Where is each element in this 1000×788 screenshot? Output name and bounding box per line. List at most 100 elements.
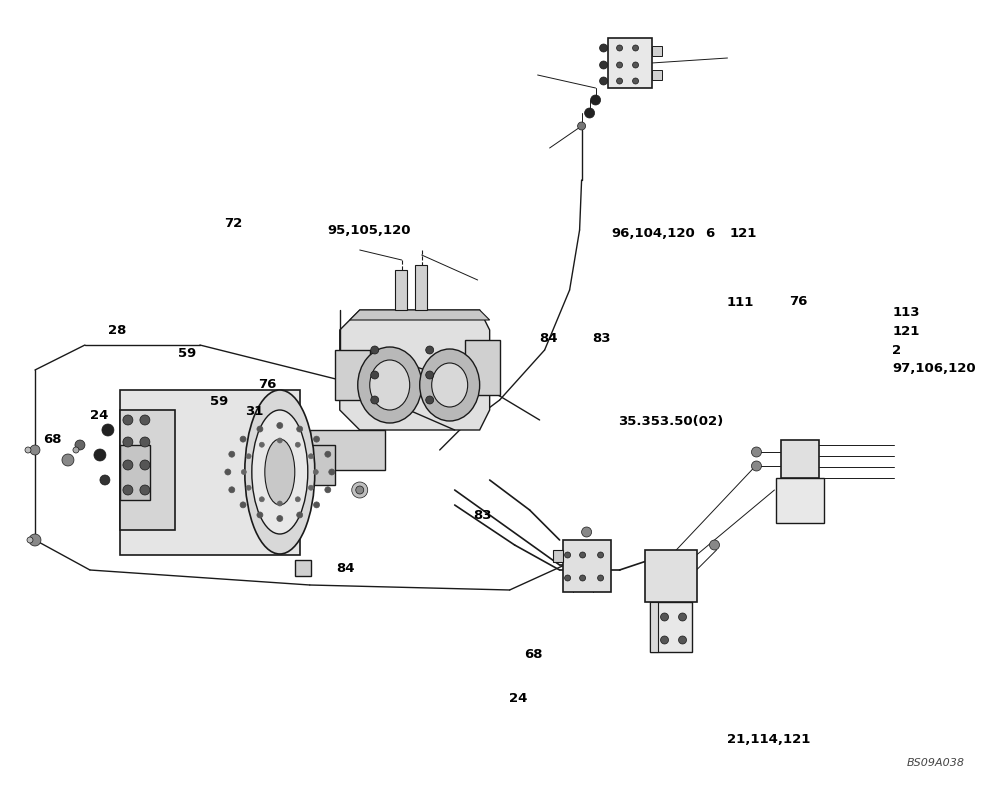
Bar xyxy=(652,70,662,80)
Circle shape xyxy=(325,452,331,457)
Circle shape xyxy=(314,502,320,508)
Circle shape xyxy=(578,122,586,130)
Text: 96,104,120: 96,104,120 xyxy=(612,227,695,240)
Circle shape xyxy=(633,62,639,68)
Circle shape xyxy=(710,540,719,550)
Circle shape xyxy=(580,575,586,581)
Circle shape xyxy=(565,552,571,558)
Circle shape xyxy=(633,78,639,84)
Circle shape xyxy=(225,469,231,475)
Circle shape xyxy=(600,61,608,69)
Bar xyxy=(465,340,500,395)
Circle shape xyxy=(297,512,303,518)
Circle shape xyxy=(580,552,586,558)
Circle shape xyxy=(598,552,604,558)
Bar xyxy=(650,602,658,652)
Circle shape xyxy=(259,496,264,502)
Circle shape xyxy=(308,454,313,459)
Circle shape xyxy=(585,108,595,118)
Circle shape xyxy=(140,485,150,495)
Text: 24: 24 xyxy=(509,693,528,705)
Circle shape xyxy=(329,469,335,475)
Text: 59: 59 xyxy=(178,347,196,359)
Circle shape xyxy=(241,470,246,474)
Circle shape xyxy=(257,512,263,518)
Circle shape xyxy=(679,636,687,644)
Bar xyxy=(120,445,150,500)
Circle shape xyxy=(600,77,608,85)
Polygon shape xyxy=(340,310,490,430)
Bar xyxy=(120,390,300,555)
Bar xyxy=(563,540,611,592)
Text: 95,105,120: 95,105,120 xyxy=(328,224,411,236)
Circle shape xyxy=(94,449,106,461)
Text: 28: 28 xyxy=(108,325,126,337)
Circle shape xyxy=(257,426,263,432)
Circle shape xyxy=(123,485,133,495)
Circle shape xyxy=(75,440,85,450)
Circle shape xyxy=(661,613,669,621)
Text: 84: 84 xyxy=(539,333,558,345)
Polygon shape xyxy=(776,478,824,523)
Polygon shape xyxy=(350,310,490,320)
Text: 121: 121 xyxy=(892,325,920,338)
Circle shape xyxy=(277,438,282,443)
Text: 111: 111 xyxy=(726,296,754,309)
Circle shape xyxy=(246,454,251,459)
Text: 76: 76 xyxy=(258,378,276,391)
Circle shape xyxy=(100,475,110,485)
Circle shape xyxy=(297,426,303,432)
Text: 24: 24 xyxy=(90,409,108,422)
Ellipse shape xyxy=(358,347,422,423)
Circle shape xyxy=(240,502,246,508)
Text: BS09A038: BS09A038 xyxy=(906,758,964,768)
Bar xyxy=(781,440,819,478)
Circle shape xyxy=(277,515,283,522)
Circle shape xyxy=(426,346,434,354)
Ellipse shape xyxy=(252,410,308,534)
Bar xyxy=(645,550,697,602)
Circle shape xyxy=(295,496,300,502)
Circle shape xyxy=(246,485,251,490)
Text: 84: 84 xyxy=(336,563,355,575)
Circle shape xyxy=(617,45,623,51)
Circle shape xyxy=(308,485,313,490)
Circle shape xyxy=(371,346,379,354)
Circle shape xyxy=(240,436,246,442)
Circle shape xyxy=(426,371,434,379)
Bar xyxy=(285,445,335,485)
Circle shape xyxy=(679,613,687,621)
Circle shape xyxy=(25,447,31,453)
Circle shape xyxy=(356,486,364,494)
Text: 68: 68 xyxy=(43,433,62,446)
Text: 2: 2 xyxy=(892,344,901,357)
Circle shape xyxy=(140,437,150,447)
Circle shape xyxy=(102,424,114,436)
Bar xyxy=(652,46,662,56)
Text: 6: 6 xyxy=(706,227,715,240)
Ellipse shape xyxy=(370,360,410,410)
Circle shape xyxy=(633,45,639,51)
Bar xyxy=(608,38,652,88)
Circle shape xyxy=(751,461,761,471)
Text: 76: 76 xyxy=(789,295,808,307)
Circle shape xyxy=(29,534,41,546)
Circle shape xyxy=(352,482,368,498)
Text: 21,114,121: 21,114,121 xyxy=(727,733,811,745)
Circle shape xyxy=(140,460,150,470)
Circle shape xyxy=(229,452,235,457)
Circle shape xyxy=(277,501,282,506)
Circle shape xyxy=(62,454,74,466)
Circle shape xyxy=(565,575,571,581)
Circle shape xyxy=(426,396,434,404)
Bar xyxy=(295,560,311,576)
Text: 35.353.50(02): 35.353.50(02) xyxy=(618,415,723,428)
Circle shape xyxy=(259,442,264,448)
Bar xyxy=(650,602,692,652)
Circle shape xyxy=(371,371,379,379)
Circle shape xyxy=(30,445,40,455)
Text: 121: 121 xyxy=(729,227,757,240)
Ellipse shape xyxy=(245,390,315,554)
Circle shape xyxy=(295,442,300,448)
Text: 72: 72 xyxy=(224,217,242,230)
